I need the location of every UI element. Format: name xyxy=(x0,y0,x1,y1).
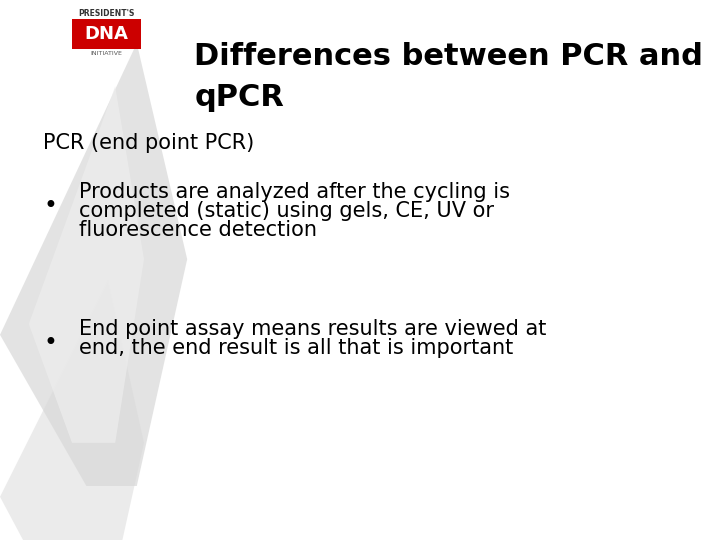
Polygon shape xyxy=(0,281,144,540)
Polygon shape xyxy=(29,86,144,443)
Text: fluorescence detection: fluorescence detection xyxy=(79,219,318,240)
Text: INITIATIVE: INITIATIVE xyxy=(91,51,122,56)
Polygon shape xyxy=(0,43,187,486)
Text: •: • xyxy=(43,331,57,355)
Text: •: • xyxy=(43,194,57,218)
Text: End point assay means results are viewed at: End point assay means results are viewed… xyxy=(79,319,546,340)
Text: Products are analyzed after the cycling is: Products are analyzed after the cycling … xyxy=(79,181,510,202)
Text: qPCR: qPCR xyxy=(194,83,284,112)
Text: DNA: DNA xyxy=(85,25,128,43)
FancyBboxPatch shape xyxy=(72,19,141,49)
Text: Differences between PCR and: Differences between PCR and xyxy=(194,42,703,71)
Text: completed (static) using gels, CE, UV or: completed (static) using gels, CE, UV or xyxy=(79,200,494,221)
Text: PRESIDENT'S: PRESIDENT'S xyxy=(78,9,135,18)
Text: end, the end result is all that is important: end, the end result is all that is impor… xyxy=(79,338,513,359)
Text: PCR (end point PCR): PCR (end point PCR) xyxy=(43,133,254,153)
